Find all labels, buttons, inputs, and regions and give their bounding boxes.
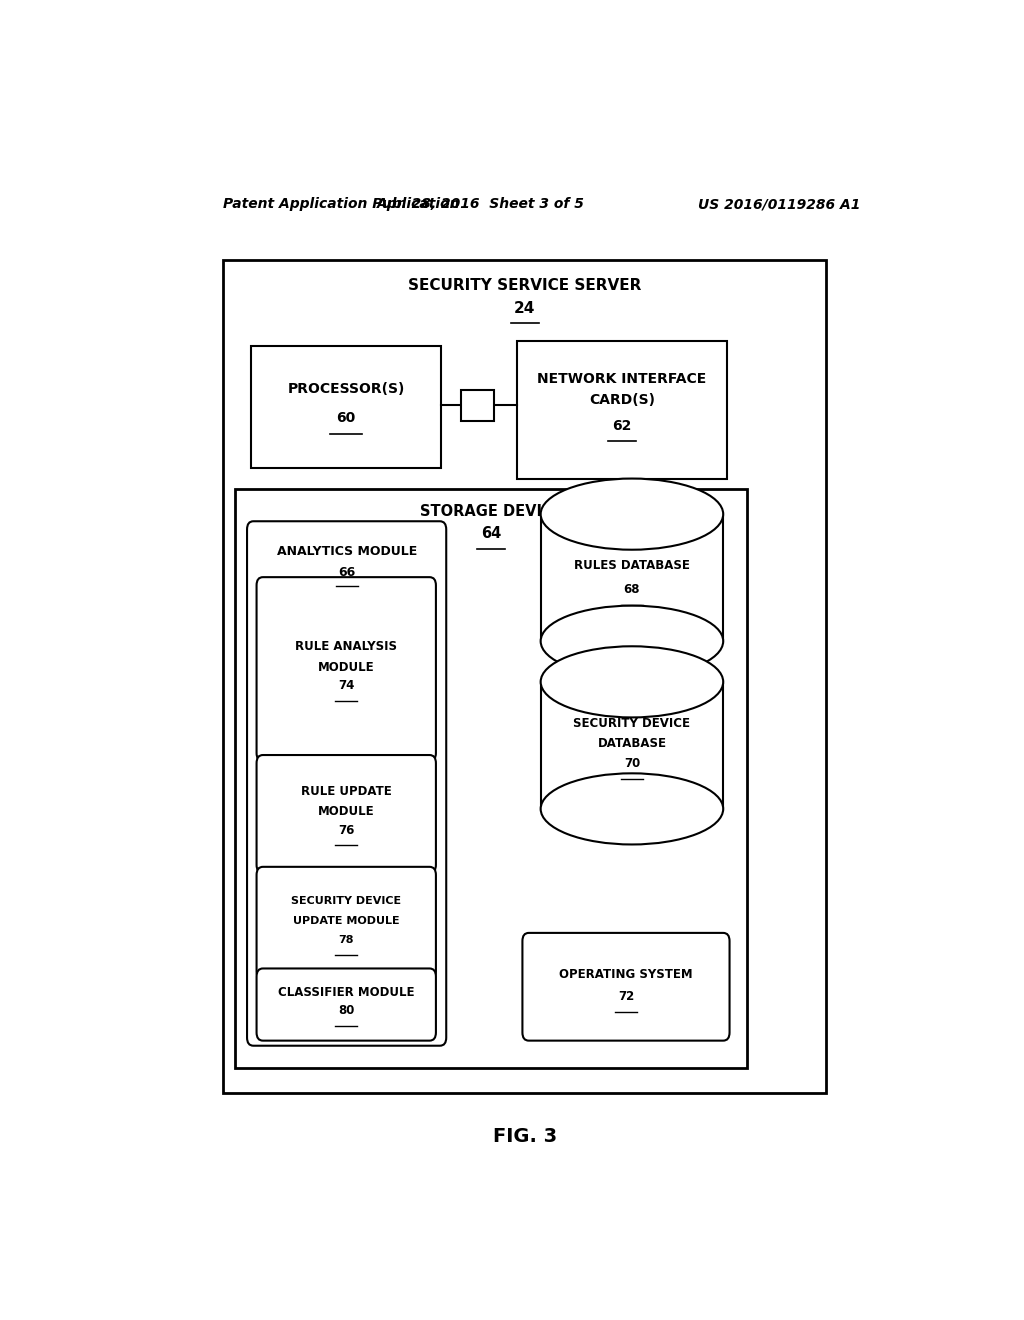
Text: MODULE: MODULE [317, 805, 375, 818]
Text: STORAGE DEVICE: STORAGE DEVICE [420, 504, 562, 519]
Bar [236, 488, 748, 1068]
FancyBboxPatch shape [257, 755, 436, 873]
Text: UPDATE MODULE: UPDATE MODULE [293, 916, 399, 927]
Bar [541, 515, 723, 642]
Text: DATABASE: DATABASE [597, 737, 667, 750]
Bar [541, 682, 723, 809]
Text: 76: 76 [338, 824, 354, 837]
Text: 80: 80 [338, 1005, 354, 1018]
Text: 74: 74 [338, 678, 354, 692]
FancyBboxPatch shape [257, 577, 436, 762]
Text: RULE UPDATE: RULE UPDATE [301, 785, 391, 799]
Text: PROCESSOR(S): PROCESSOR(S) [288, 381, 404, 396]
Text: SECURITY DEVICE: SECURITY DEVICE [573, 717, 690, 730]
Ellipse shape [541, 647, 723, 718]
Text: CARD(S): CARD(S) [589, 393, 655, 407]
Bar [461, 391, 494, 421]
Ellipse shape [541, 606, 723, 677]
FancyBboxPatch shape [522, 933, 729, 1040]
Text: Patent Application Publication: Patent Application Publication [223, 197, 460, 211]
Text: 64: 64 [481, 525, 501, 541]
Text: SECURITY SERVICE SERVER: SECURITY SERVICE SERVER [409, 279, 641, 293]
Text: 78: 78 [339, 935, 354, 945]
Text: 72: 72 [617, 990, 634, 1003]
Text: Apr. 28, 2016  Sheet 3 of 5: Apr. 28, 2016 Sheet 3 of 5 [377, 197, 585, 211]
Text: MODULE: MODULE [317, 660, 375, 673]
Text: NETWORK INTERFACE: NETWORK INTERFACE [538, 372, 707, 387]
Text: 66: 66 [338, 565, 355, 578]
Text: FIG. 3: FIG. 3 [493, 1127, 557, 1146]
Text: RULE ANALYSIS: RULE ANALYSIS [295, 640, 397, 653]
Text: 62: 62 [612, 420, 632, 433]
Ellipse shape [541, 479, 723, 549]
Text: RULES DATABASE: RULES DATABASE [574, 558, 690, 572]
Text: 68: 68 [624, 583, 640, 597]
FancyBboxPatch shape [247, 521, 446, 1045]
Text: 70: 70 [624, 758, 640, 770]
FancyBboxPatch shape [257, 969, 436, 1040]
Text: 24: 24 [514, 301, 536, 317]
Text: OPERATING SYSTEM: OPERATING SYSTEM [559, 968, 693, 981]
Bar [223, 260, 826, 1093]
Ellipse shape [541, 774, 723, 845]
Text: US 2016/0119286 A1: US 2016/0119286 A1 [697, 197, 860, 211]
Bar [517, 342, 727, 479]
Text: SECURITY DEVICE: SECURITY DEVICE [291, 896, 401, 906]
Text: ANALYTICS MODULE: ANALYTICS MODULE [276, 545, 417, 558]
Text: 60: 60 [337, 411, 356, 425]
Text: CLASSIFIER MODULE: CLASSIFIER MODULE [278, 986, 415, 999]
FancyBboxPatch shape [257, 867, 436, 979]
Bar [251, 346, 441, 469]
